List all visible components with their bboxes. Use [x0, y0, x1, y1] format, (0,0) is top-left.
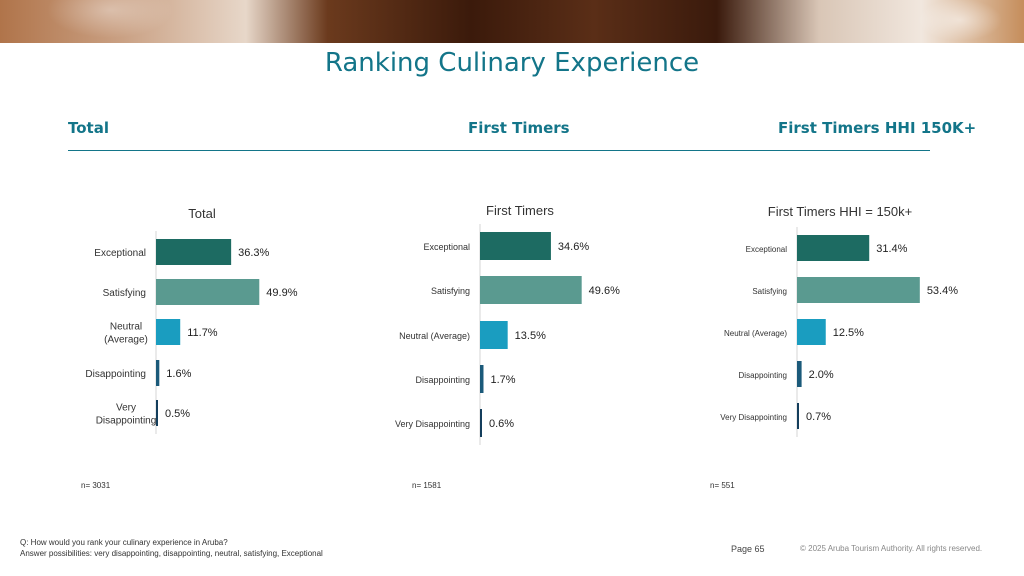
chart-title: First Timers [486, 203, 554, 218]
bar-disappointing [156, 360, 160, 386]
bar-exceptional [156, 239, 232, 265]
copyright: © 2025 Aruba Tourism Authority. All righ… [800, 544, 983, 553]
category-label-very-disappointing: Very Disappointing [96, 403, 157, 427]
bar-exceptional [797, 235, 870, 261]
category-label-neutral-average: Neutral (Average) [724, 329, 787, 338]
value-label-exceptional: 36.3% [238, 247, 269, 259]
category-label-line: Neutral [110, 322, 142, 333]
section-divider [68, 150, 930, 151]
category-label-exceptional: Exceptional [746, 245, 788, 254]
category-label-disappointing: Disappointing [415, 375, 470, 385]
section-heading-first-timers: First Timers [468, 119, 570, 137]
category-label-satisfying: Satisfying [103, 288, 146, 299]
value-label-exceptional: 34.6% [558, 241, 589, 253]
footnote: Q: How would you rank your culinary expe… [20, 537, 323, 559]
section-heading-first-timers-hhi: First Timers HHI 150K+ [778, 119, 977, 137]
category-label-very-disappointing: Very Disappointing [720, 413, 787, 422]
bar-very-disappointing [480, 409, 482, 437]
category-label-disappointing: Disappointing [85, 369, 146, 380]
footnote-question: Q: How would you rank your culinary expe… [20, 538, 228, 547]
category-label-line: Disappointing [96, 416, 157, 427]
value-label-satisfying: 53.4% [927, 285, 958, 297]
bar-satisfying [156, 279, 260, 305]
category-label-neutral-average: Neutral (Average) [104, 322, 148, 346]
bar-very-disappointing [797, 403, 799, 429]
header-banner-image [0, 0, 1024, 43]
bar-satisfying [797, 277, 920, 303]
bar-exceptional [480, 232, 551, 260]
bar-disappointing [797, 361, 802, 387]
category-label-satisfying: Satisfying [752, 287, 787, 296]
chart-title: First Timers HHI = 150k+ [768, 204, 912, 219]
bar-disappointing [480, 365, 484, 393]
footnote-answers: Answer possibilities: very disappointing… [20, 549, 323, 558]
value-label-disappointing: 1.6% [166, 368, 191, 380]
value-label-satisfying: 49.9% [266, 287, 297, 299]
bar-neutral-average [156, 319, 181, 345]
category-label-exceptional: Exceptional [423, 242, 470, 252]
sample-size-total: n= 3031 [81, 481, 111, 490]
value-label-very-disappointing: 0.6% [489, 418, 514, 430]
value-label-neutral-average: 11.7% [187, 327, 218, 339]
value-label-satisfying: 49.6% [589, 285, 620, 297]
sample-size-first-timers: n= 1581 [412, 481, 442, 490]
bar-satisfying [480, 276, 582, 304]
value-label-neutral-average: 12.5% [833, 327, 864, 339]
value-label-disappointing: 1.7% [490, 374, 515, 386]
category-label-exceptional: Exceptional [94, 248, 146, 259]
category-label-line: Very [116, 403, 136, 414]
category-label-disappointing: Disappointing [739, 371, 787, 380]
page-number: Page 65 [731, 544, 765, 554]
value-label-exceptional: 31.4% [876, 243, 907, 255]
chart-title: Total [188, 206, 216, 221]
value-label-very-disappointing: 0.7% [806, 411, 831, 423]
category-label-very-disappointing: Very Disappointing [395, 419, 470, 429]
value-label-disappointing: 2.0% [809, 369, 834, 381]
sample-size-first-timers-hhi: n= 551 [710, 481, 735, 490]
bar-neutral-average [480, 321, 508, 349]
bar-very-disappointing [156, 400, 158, 426]
value-label-very-disappointing: 0.5% [165, 408, 190, 420]
page-title: Ranking Culinary Experience [324, 48, 700, 78]
value-label-neutral-average: 13.5% [515, 330, 546, 342]
category-label-line: (Average) [104, 335, 148, 346]
section-heading-total: Total [68, 119, 109, 137]
category-label-neutral-average: Neutral (Average) [399, 331, 470, 341]
category-label-satisfying: Satisfying [431, 286, 470, 296]
bar-neutral-average [797, 319, 826, 345]
